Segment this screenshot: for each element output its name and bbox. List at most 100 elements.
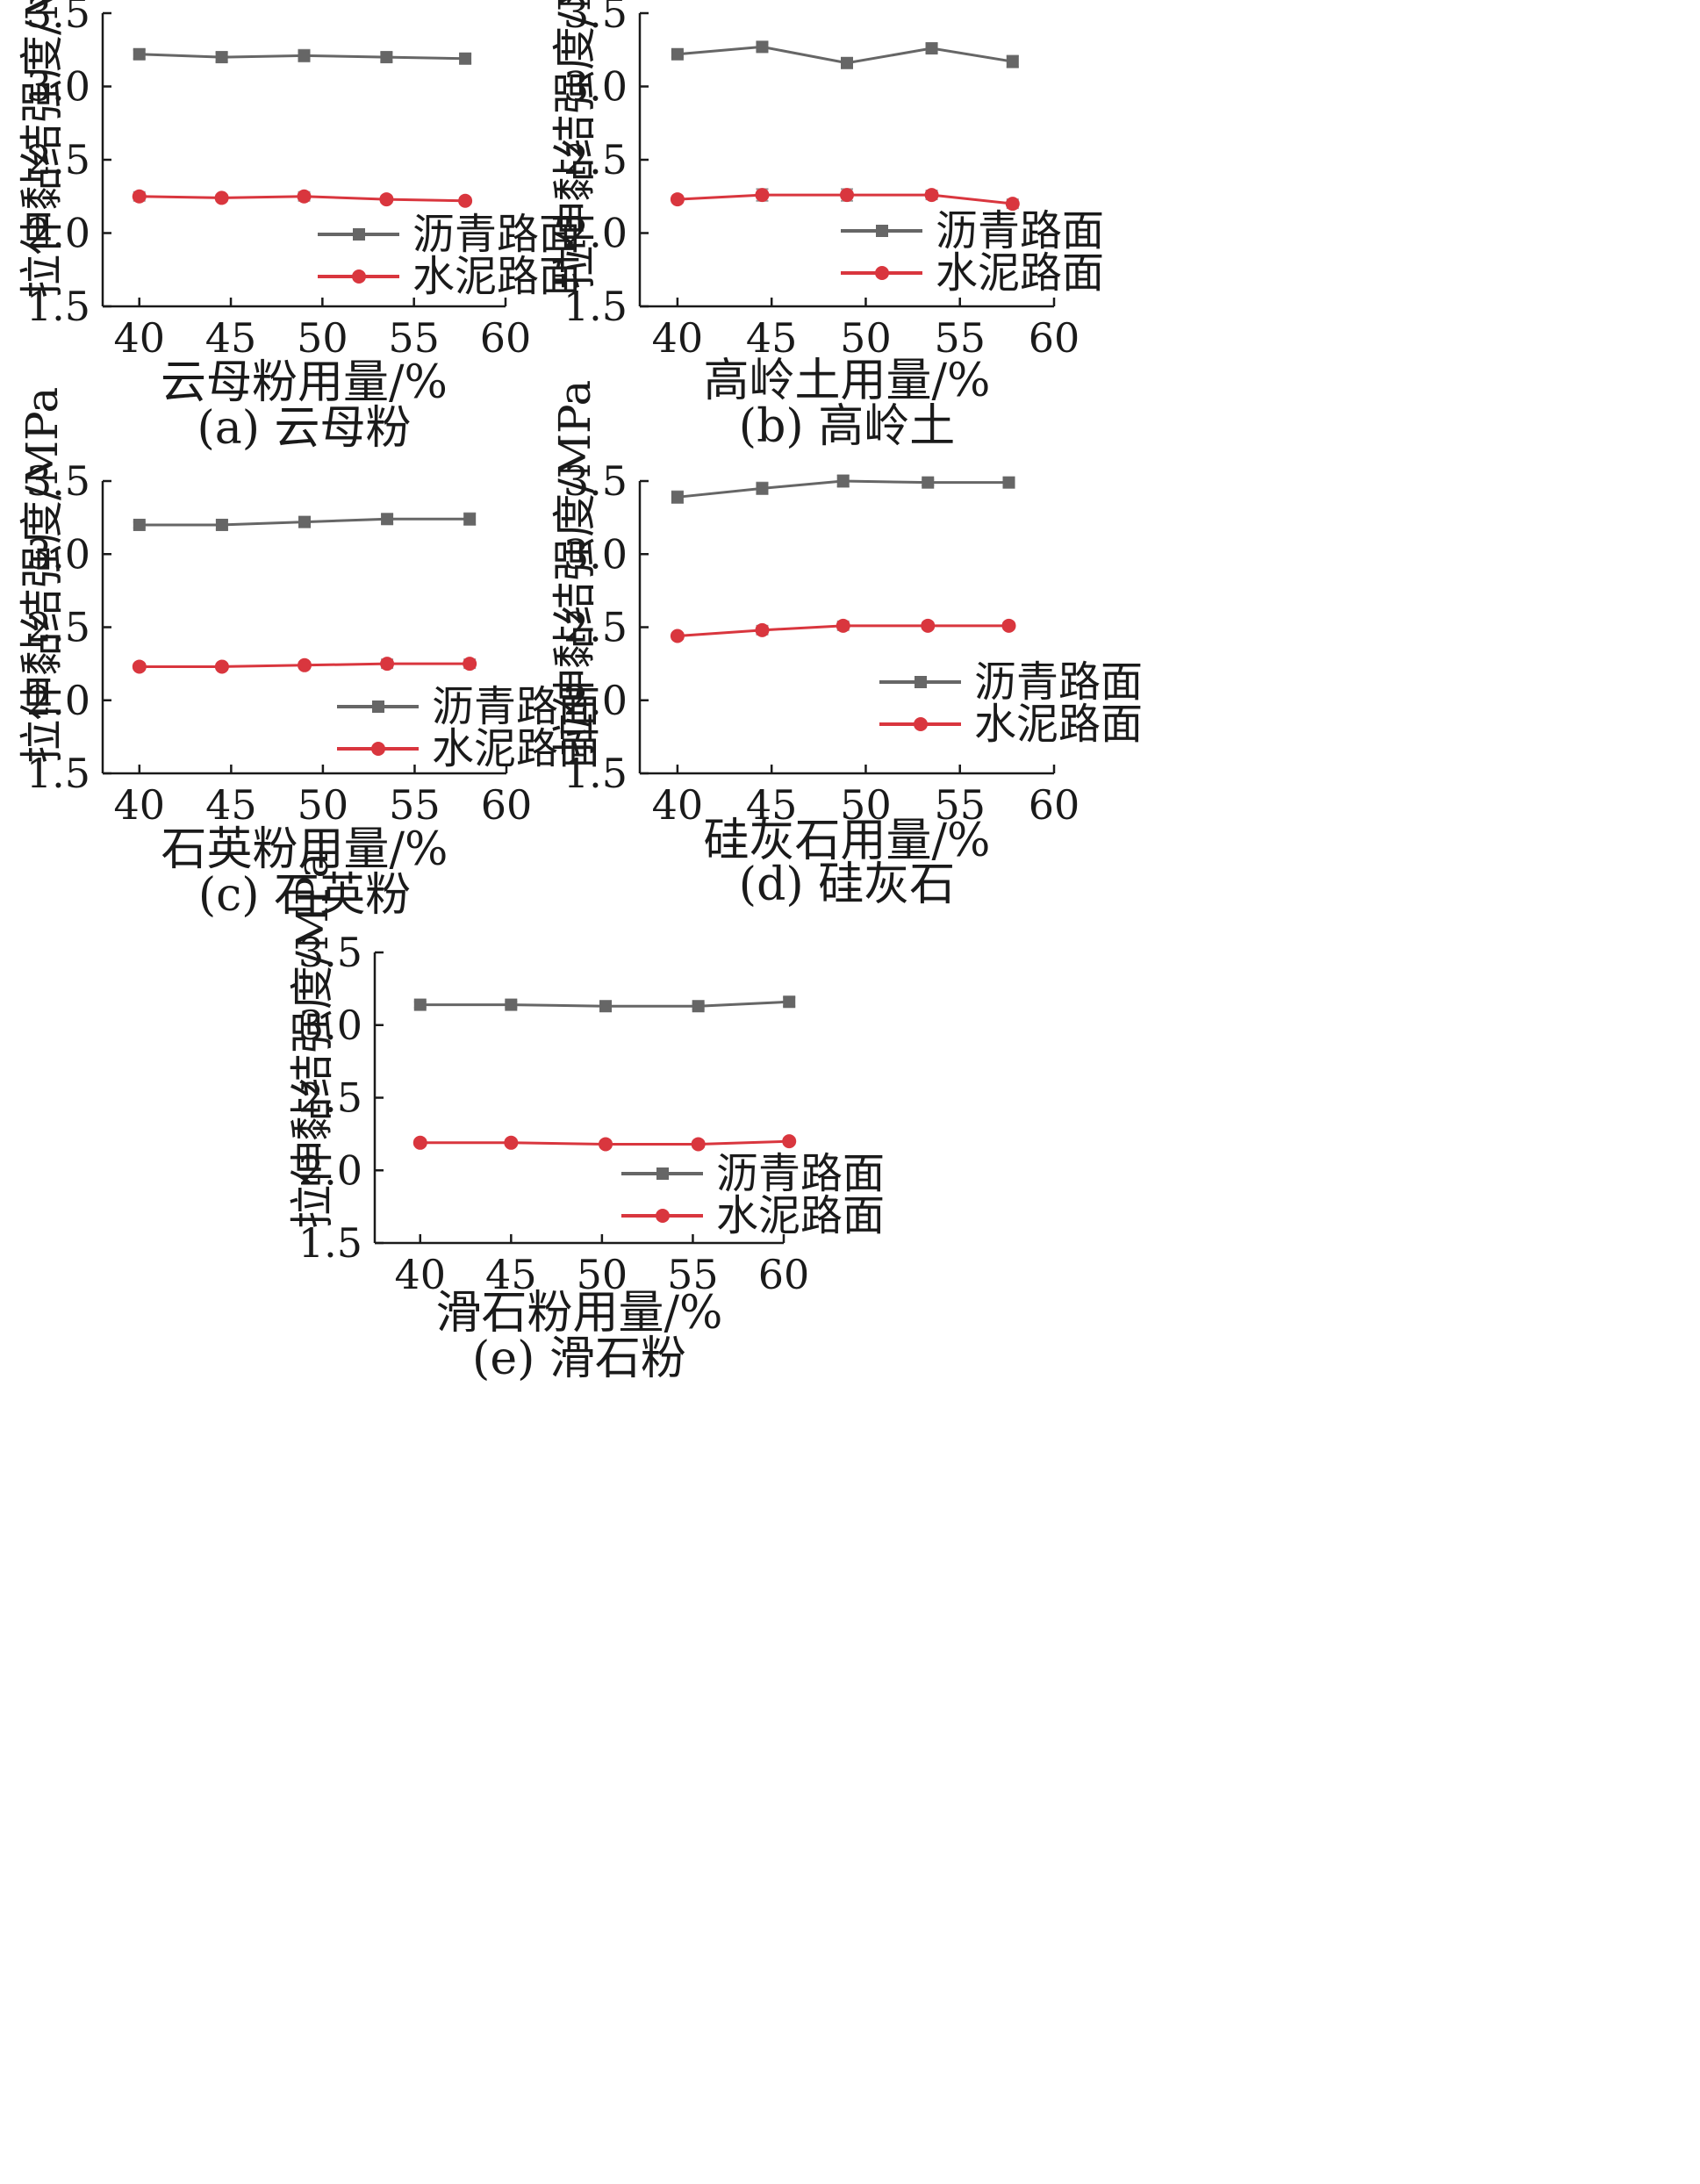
legend-swatch-square	[318, 228, 399, 241]
data-point-square	[215, 518, 228, 531]
data-point-circle	[214, 659, 229, 674]
y-tick-label: 3.5	[26, 457, 90, 505]
plot-area: 1.5 2.0 2.5 3.0 3.5 40 45 50 55 60	[563, 0, 1080, 362]
y-tick-label: 3.5	[298, 929, 362, 976]
chart-panel-a: 1.5 2.0 2.5 3.0 3.5 40 45 50 55 60 拉伸黏结强度/MPa 沥青路…	[0, 0, 843, 702]
x-tick-label: 40	[395, 1251, 447, 1298]
legend-label: 沥青路面	[716, 1149, 886, 1198]
data-point-circle	[132, 659, 147, 674]
x-axis-label: 高岭土用量/%	[703, 355, 991, 407]
x-tick-label: 40	[114, 781, 166, 829]
x-axis-label: 硅灰石用量/%	[703, 815, 991, 867]
y-tick-label: 3.0	[26, 530, 90, 578]
data-point-circle	[670, 192, 685, 207]
y-tick-label: 3.0	[563, 530, 628, 578]
figure-caption: (e) 滑石粉	[472, 1333, 686, 1385]
data-point-square	[836, 475, 850, 487]
legend-swatch-square	[621, 1167, 703, 1180]
y-tick-label: 2.0	[26, 210, 90, 257]
x-axis-label: 滑石粉用量/%	[435, 1287, 723, 1340]
data-point-circle	[379, 192, 394, 207]
data-point-circle	[504, 1135, 519, 1150]
data-point-circle	[924, 188, 939, 203]
data-point-square	[756, 482, 769, 495]
data-point-square	[1002, 476, 1015, 489]
data-point-circle	[691, 1137, 706, 1152]
data-point-circle	[214, 190, 229, 205]
x-tick-label: 55	[388, 314, 440, 362]
x-tick-label: 40	[652, 314, 704, 362]
data-point-square	[922, 476, 935, 489]
data-point-square	[133, 47, 146, 61]
plot-area: 1.5 2.0 2.5 3.0 3.5 40 45 50 55 60	[563, 457, 1080, 829]
y-tick-label: 3.0	[298, 1002, 362, 1049]
y-tick-label: 1.5	[26, 283, 90, 330]
y-tick-label: 2.0	[298, 1146, 362, 1194]
data-point-circle	[670, 629, 685, 643]
legend-label: 水泥路面	[974, 700, 1144, 749]
data-point-square	[413, 998, 427, 1011]
data-point-circle	[755, 622, 770, 637]
legend-label: 沥青路面	[412, 210, 582, 259]
data-point-square	[505, 998, 518, 1011]
y-tick-label: 2.0	[563, 210, 628, 257]
legend-swatch-square	[337, 700, 419, 713]
y-tick-label: 2.0	[26, 677, 90, 724]
legend-swatch-square	[841, 225, 922, 237]
legend-label: 沥青路面	[974, 657, 1144, 707]
data-point-circle	[297, 189, 312, 204]
x-tick-label: 60	[480, 314, 532, 362]
data-point-square	[463, 513, 477, 526]
x-axis-label: 云母粉用量/%	[161, 356, 448, 409]
chart-panel-c: 1.5 2.0 2.5 3.0 3.5 40 45 50 55 60 拉伸黏结强度/MPa 沥青路…	[0, 0, 843, 1457]
data-point-circle	[1005, 197, 1020, 212]
data-point-square	[1006, 55, 1019, 68]
y-tick-label: 2.0	[563, 677, 628, 724]
data-point-square	[298, 49, 311, 62]
y-tick-label: 3.5	[26, 0, 90, 37]
data-point-square	[925, 42, 938, 55]
x-tick-label: 50	[840, 314, 892, 362]
x-tick-label: 55	[934, 781, 986, 829]
figure-caption: (d) 硅灰石	[738, 859, 956, 911]
data-point-square	[381, 513, 394, 526]
data-point-circle	[782, 1134, 797, 1149]
plot-area: 1.5 2.0 2.5 3.0 3.5 40 45 50 55 60	[26, 457, 533, 829]
data-point-circle	[412, 1135, 427, 1150]
data-point-circle	[836, 618, 850, 633]
legend-label: 水泥路面	[936, 248, 1105, 298]
x-tick-label: 55	[667, 1251, 719, 1298]
data-point-square	[756, 40, 769, 54]
x-tick-label: 50	[577, 1251, 628, 1298]
data-point-circle	[840, 188, 854, 203]
x-tick-label: 60	[758, 1251, 810, 1298]
data-point-square	[298, 515, 311, 528]
y-tick-label: 2.5	[298, 1074, 362, 1122]
legend-swatch-circle	[621, 1209, 703, 1223]
x-tick-label: 50	[298, 781, 349, 829]
legend-swatch-circle	[841, 266, 922, 280]
data-point-square	[459, 52, 472, 65]
figure-caption: (c) 石英粉	[197, 869, 412, 922]
y-tick-label: 3.0	[26, 63, 90, 111]
data-point-circle	[380, 657, 395, 672]
data-point-square	[599, 1000, 613, 1013]
y-tick-label: 2.5	[26, 136, 90, 183]
data-point-circle	[599, 1137, 613, 1152]
chart-panel-d: 1.5 2.0 2.5 3.0 3.5 40 45 50 55 60 拉伸黏结强度/MPa 沥青路…	[549, 380, 1144, 911]
x-tick-label: 60	[481, 781, 533, 829]
data-point-square	[671, 491, 684, 504]
data-point-square	[671, 47, 684, 61]
x-axis-label: 石英粉用量/%	[161, 823, 448, 876]
legend-label: 沥青路面	[432, 682, 601, 731]
data-point-circle	[132, 189, 147, 204]
data-point-circle	[1001, 618, 1016, 633]
x-tick-label: 45	[746, 314, 798, 362]
x-tick-label: 60	[1029, 781, 1080, 829]
legend-swatch-circle	[879, 717, 961, 731]
plot-area: 1.5 2.0 2.5 3.0 3.5 40 45 50 55 60	[298, 929, 810, 1298]
x-tick-label: 45	[205, 314, 257, 362]
y-tick-label: 2.5	[563, 604, 628, 651]
chart-panel-b: 1.5 2.0 2.5 3.0 3.5 40 45 50 55 60 拉伸黏结强度/MPa 沥青路…	[0, 0, 1700, 702]
x-tick-label: 40	[113, 314, 165, 362]
